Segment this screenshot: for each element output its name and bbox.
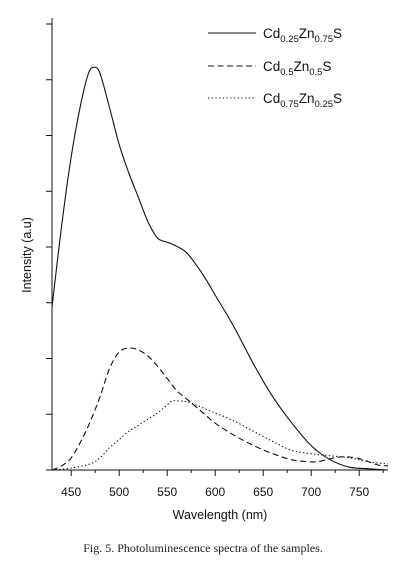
plot-frame (51, 18, 388, 471)
x-tick-label: 600 (205, 485, 225, 499)
legend-label: Cd0.75Zn0.25S (263, 91, 342, 110)
x-tick-label: 750 (349, 485, 369, 499)
y-axis-title: Intensity (a.u) (20, 217, 34, 293)
series-line-dashed (51, 347, 389, 471)
series-line-solid (51, 66, 389, 471)
series-layer (51, 66, 389, 471)
x-tick-label: 550 (157, 485, 177, 499)
x-tick-label: 500 (109, 485, 129, 499)
series-line-dotted (51, 399, 389, 471)
legend-label: Cd0.5Zn0.5S (263, 59, 331, 78)
x-tick-label: 450 (61, 485, 81, 499)
legend-label: Cd0.25Zn0.75S (263, 26, 342, 45)
x-axis-title: Wavelength (nm) (173, 508, 268, 522)
x-axis-ticks: 450 500 550 600 650 700 750 (61, 470, 384, 499)
x-tick-label: 700 (301, 485, 321, 499)
legend: Cd0.25Zn0.75S Cd0.5Zn0.5S Cd0.75Zn0.25S (208, 26, 342, 110)
x-tick-label: 650 (253, 485, 273, 499)
figure-caption: Fig. 5. Photoluminescence spectra of the… (83, 541, 323, 555)
y-axis-ticks (46, 23, 52, 471)
